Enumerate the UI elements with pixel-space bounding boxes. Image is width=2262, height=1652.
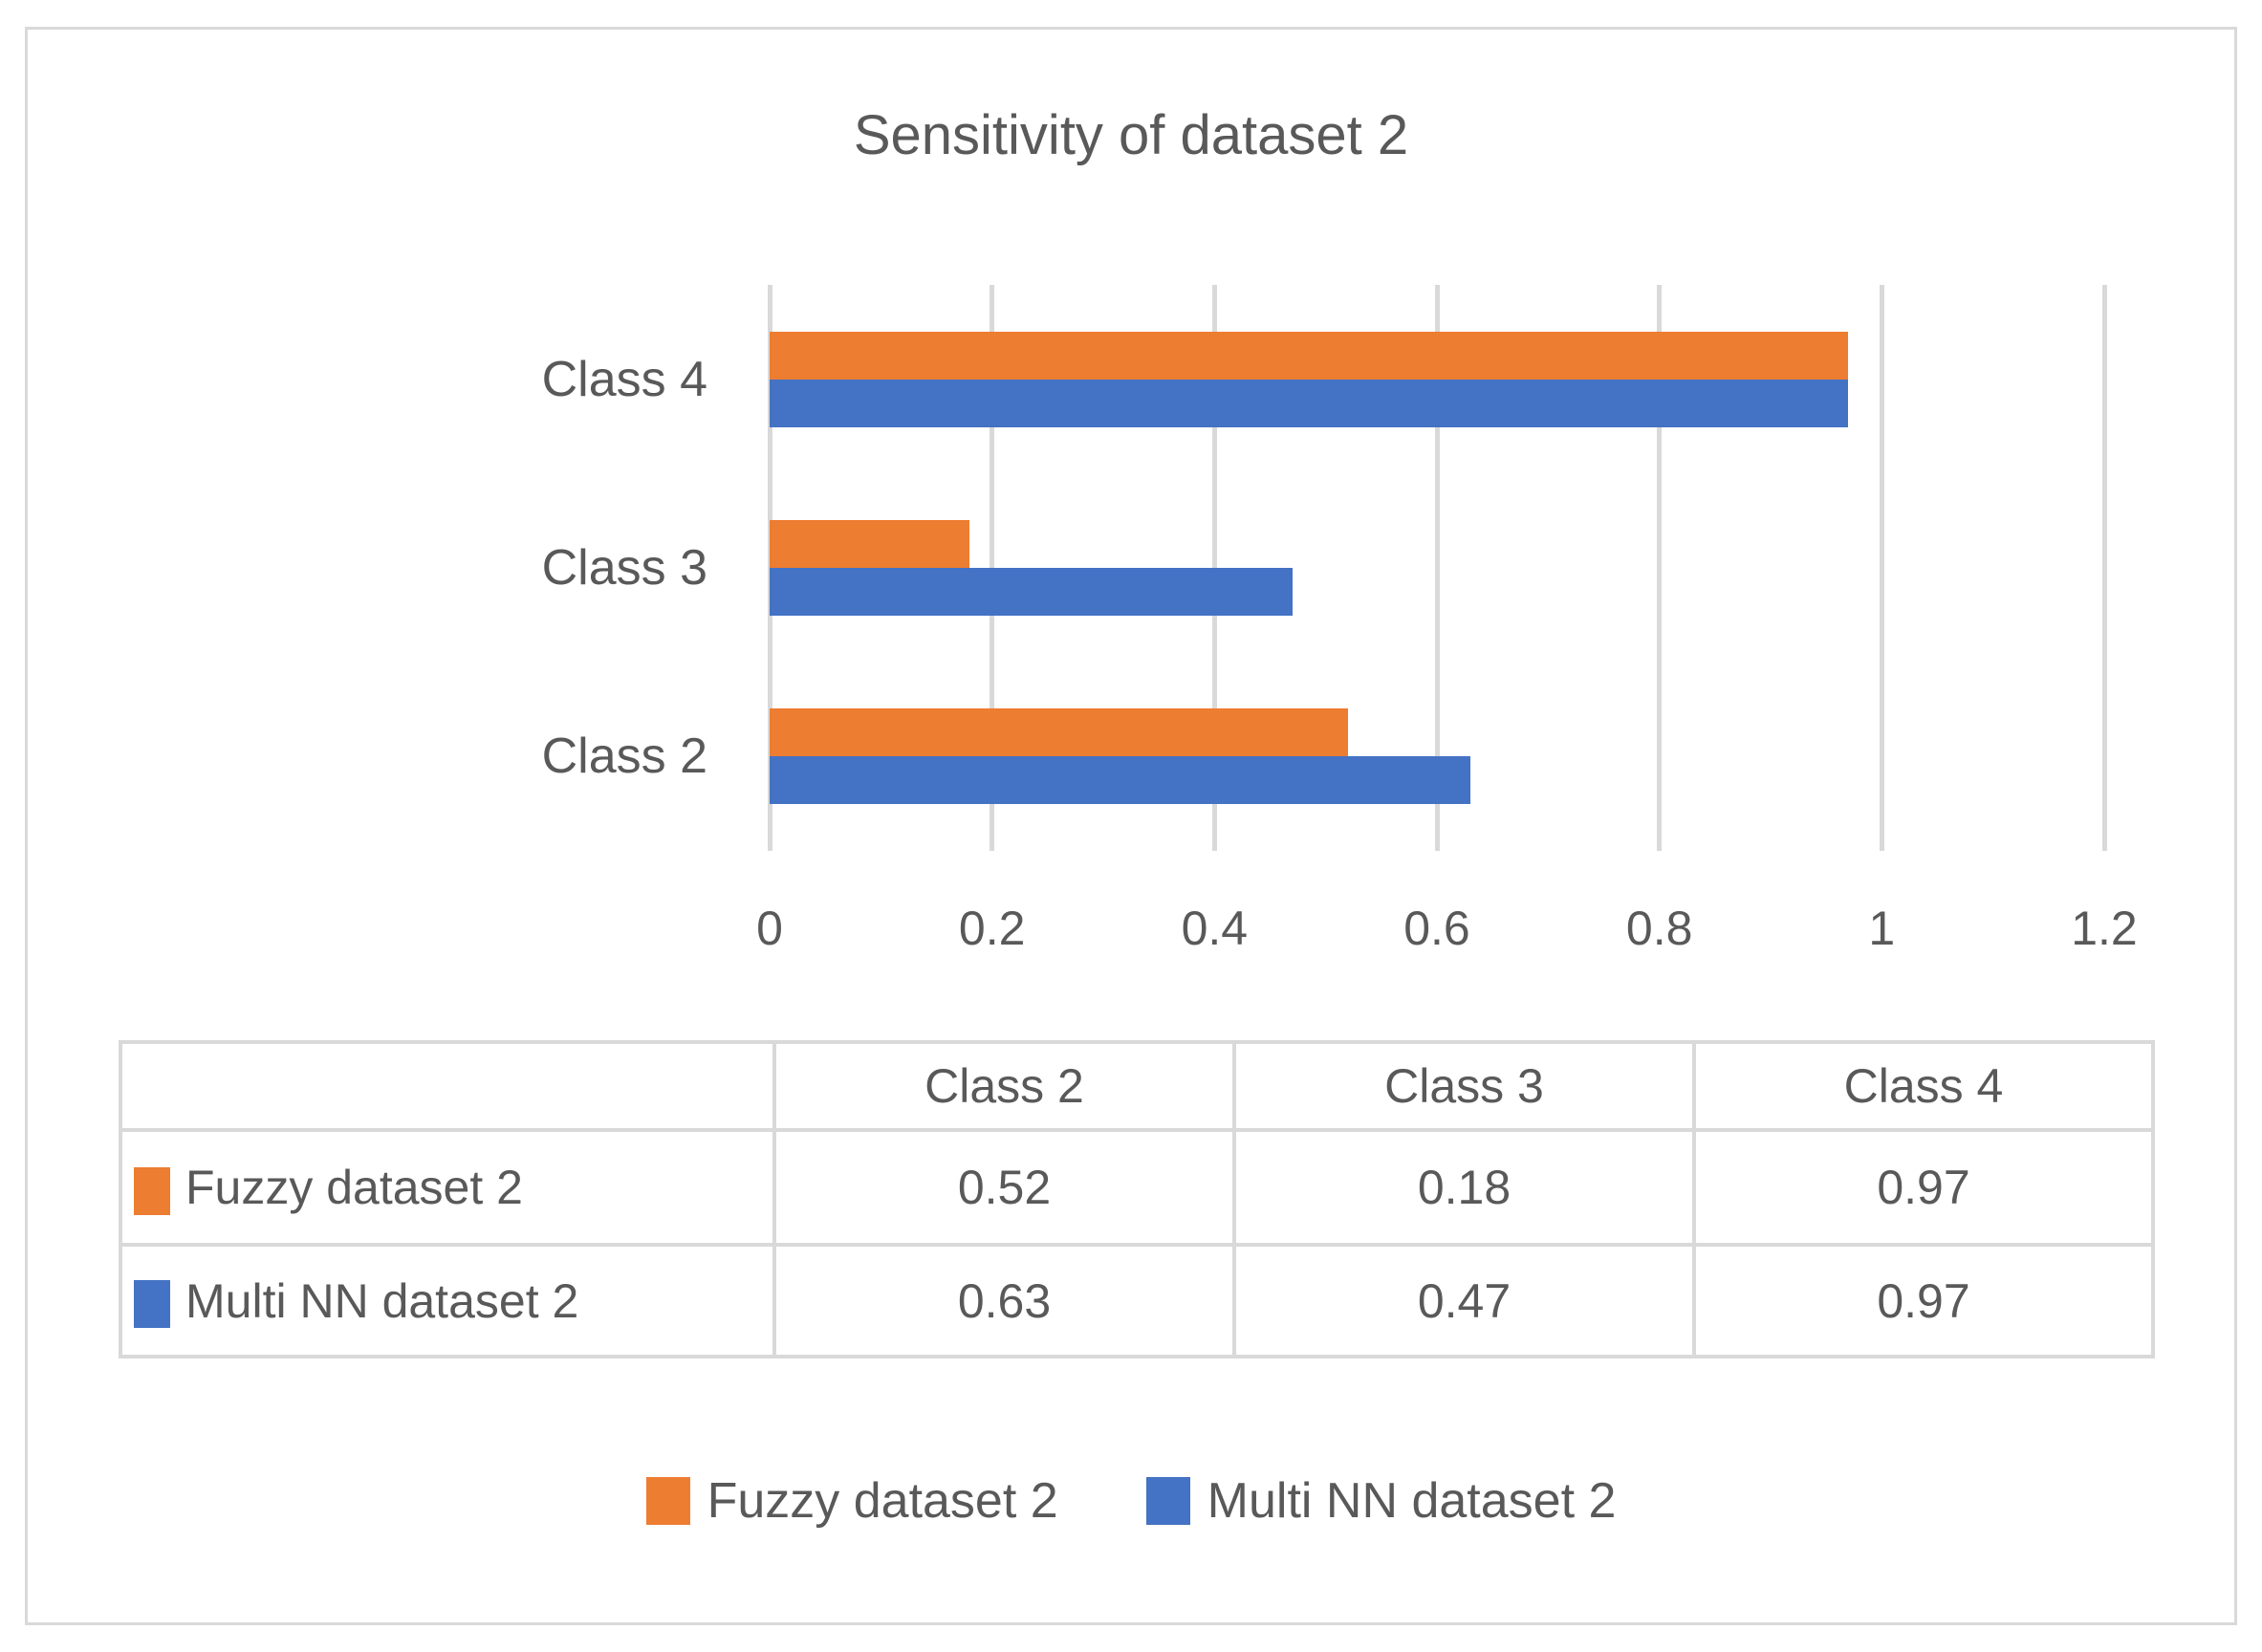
table-value-fuzzy-class-3: 0.18 bbox=[1232, 1128, 1696, 1247]
category-label-class-3: Class 3 bbox=[541, 540, 707, 596]
gridline-x-1 bbox=[1879, 285, 1884, 851]
gridline-x-1.2 bbox=[2101, 285, 2107, 851]
table-header-class-3: Class 3 bbox=[1232, 1040, 1696, 1132]
value-axis-labels: 0 0.2 0.4 0.6 0.8 1 1.2 bbox=[756, 901, 2138, 967]
table-header-class-4: Class 4 bbox=[1692, 1040, 2155, 1132]
bar-fuzzy-dataset-2-class-3 bbox=[770, 520, 970, 568]
chart-legend: Fuzzy dataset 2 Multi NN dataset 2 bbox=[0, 1472, 2262, 1530]
legend-label: Fuzzy dataset 2 bbox=[707, 1473, 1058, 1529]
fuzzy-legend-swatch-icon bbox=[645, 1477, 690, 1525]
bar-multi-nn-dataset-2-class-4 bbox=[770, 379, 1849, 427]
plot-area bbox=[767, 285, 2107, 851]
chart-border bbox=[25, 27, 2237, 1625]
table-value-multi-nn-class-3: 0.47 bbox=[1232, 1243, 1696, 1359]
legend-item-fuzzy: Fuzzy dataset 2 bbox=[645, 1472, 1058, 1530]
legend-item-multi-nn: Multi NN dataset 2 bbox=[1145, 1472, 1617, 1530]
bar-fuzzy-dataset-2-class-2 bbox=[770, 708, 1348, 757]
fuzzy-series-swatch-icon bbox=[134, 1166, 170, 1215]
chart-data-table: Class 2 Class 3 Class 4 Fuzzy dataset 2 … bbox=[119, 1040, 2155, 1359]
x-tick-label-0.2: 0.2 bbox=[958, 902, 1026, 955]
gridline-x-0.6 bbox=[1434, 285, 1440, 851]
table-header-row: Class 2 Class 3 Class 4 bbox=[119, 1040, 2155, 1132]
table-row-label-cell: Multi NN dataset 2 bbox=[119, 1243, 776, 1359]
x-tick-label-0.8: 0.8 bbox=[1625, 902, 1693, 955]
table-row-label: Multi NN dataset 2 bbox=[185, 1273, 579, 1328]
legend-label: Multi NN dataset 2 bbox=[1207, 1473, 1617, 1529]
table-value-fuzzy-class-2: 0.52 bbox=[772, 1128, 1236, 1247]
multi-nn-legend-swatch-icon bbox=[1145, 1477, 1190, 1525]
table-row: Fuzzy dataset 2 0.52 0.18 0.97 bbox=[119, 1128, 2155, 1247]
category-label-class-4: Class 4 bbox=[541, 351, 707, 407]
x-tick-label-0: 0 bbox=[756, 902, 783, 955]
x-tick-label-0.6: 0.6 bbox=[1403, 902, 1470, 955]
multi-nn-series-swatch-icon bbox=[134, 1280, 170, 1329]
category-axis-labels: Class 4 Class 3 Class 2 bbox=[0, 285, 770, 851]
bar-multi-nn-dataset-2-class-2 bbox=[770, 756, 1470, 805]
table-header-class-2: Class 2 bbox=[772, 1040, 1236, 1132]
table-row-label-cell: Fuzzy dataset 2 bbox=[119, 1128, 776, 1247]
table-row-label: Fuzzy dataset 2 bbox=[185, 1161, 523, 1214]
bar-fuzzy-dataset-2-class-4 bbox=[770, 331, 1849, 380]
chart-title: Sensitivity of dataset 2 bbox=[853, 104, 1409, 166]
table-corner-cell bbox=[119, 1040, 776, 1132]
gridline-x-0.8 bbox=[1657, 285, 1663, 851]
table-row: Multi NN dataset 2 0.63 0.47 0.97 bbox=[119, 1243, 2155, 1359]
table-value-multi-nn-class-2: 0.63 bbox=[772, 1243, 1236, 1359]
table-value-fuzzy-class-4: 0.97 bbox=[1692, 1128, 2155, 1247]
bar-multi-nn-dataset-2-class-3 bbox=[770, 568, 1293, 616]
x-tick-label-0.4: 0.4 bbox=[1181, 902, 1249, 955]
x-tick-label-1: 1 bbox=[1868, 902, 1896, 955]
category-label-class-2: Class 2 bbox=[541, 728, 707, 785]
x-tick-label-1.2: 1.2 bbox=[2071, 902, 2138, 955]
table-value-multi-nn-class-4: 0.97 bbox=[1692, 1243, 2155, 1359]
